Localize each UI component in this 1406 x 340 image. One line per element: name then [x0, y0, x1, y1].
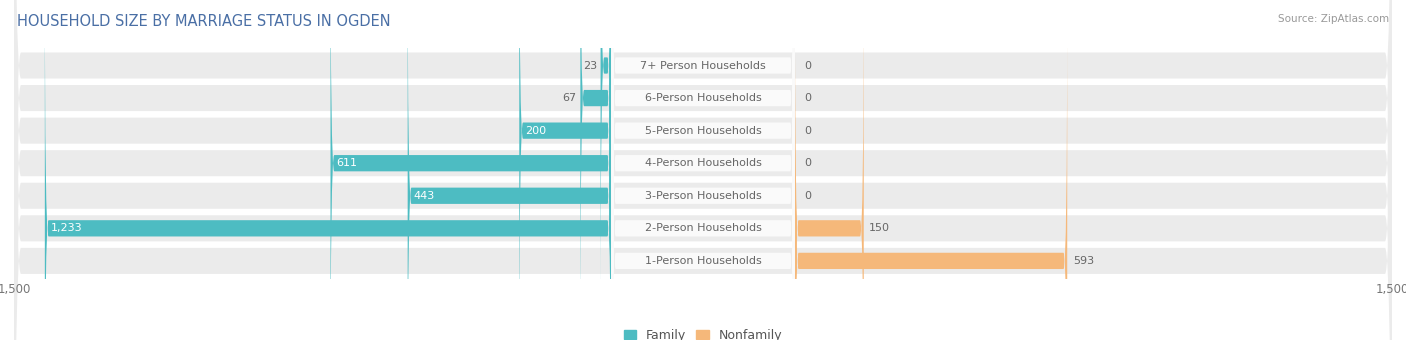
FancyBboxPatch shape: [612, 0, 794, 340]
FancyBboxPatch shape: [14, 0, 1392, 340]
Text: 150: 150: [869, 223, 890, 233]
Text: HOUSEHOLD SIZE BY MARRIAGE STATUS IN OGDEN: HOUSEHOLD SIZE BY MARRIAGE STATUS IN OGD…: [17, 14, 391, 29]
Text: 0: 0: [804, 61, 811, 70]
Text: 2-Person Households: 2-Person Households: [644, 223, 762, 233]
FancyBboxPatch shape: [612, 0, 794, 340]
Text: 67: 67: [562, 93, 576, 103]
Text: 1-Person Households: 1-Person Households: [644, 256, 762, 266]
FancyBboxPatch shape: [612, 0, 794, 340]
Text: 1,233: 1,233: [51, 223, 82, 233]
FancyBboxPatch shape: [14, 0, 1392, 340]
FancyBboxPatch shape: [600, 0, 612, 318]
Text: 5-Person Households: 5-Person Households: [644, 126, 762, 136]
FancyBboxPatch shape: [794, 0, 863, 340]
FancyBboxPatch shape: [14, 0, 1392, 340]
FancyBboxPatch shape: [14, 0, 1392, 340]
Text: 0: 0: [804, 191, 811, 201]
Text: 6-Person Households: 6-Person Households: [644, 93, 762, 103]
Text: 7+ Person Households: 7+ Person Households: [640, 61, 766, 70]
FancyBboxPatch shape: [581, 0, 612, 340]
FancyBboxPatch shape: [408, 0, 612, 340]
FancyBboxPatch shape: [14, 0, 1392, 340]
FancyBboxPatch shape: [612, 0, 794, 340]
Text: 0: 0: [804, 126, 811, 136]
FancyBboxPatch shape: [330, 0, 612, 340]
FancyBboxPatch shape: [612, 0, 794, 340]
Legend: Family, Nonfamily: Family, Nonfamily: [624, 329, 782, 340]
FancyBboxPatch shape: [45, 0, 612, 340]
FancyBboxPatch shape: [612, 0, 794, 340]
Text: 0: 0: [804, 93, 811, 103]
FancyBboxPatch shape: [794, 8, 1067, 340]
FancyBboxPatch shape: [14, 0, 1392, 340]
Text: Source: ZipAtlas.com: Source: ZipAtlas.com: [1278, 14, 1389, 23]
Text: 4-Person Households: 4-Person Households: [644, 158, 762, 168]
Text: 3-Person Households: 3-Person Households: [644, 191, 762, 201]
FancyBboxPatch shape: [612, 0, 794, 340]
Text: 0: 0: [804, 158, 811, 168]
Text: 23: 23: [582, 61, 598, 70]
Text: 611: 611: [336, 158, 357, 168]
Text: 593: 593: [1073, 256, 1094, 266]
FancyBboxPatch shape: [14, 0, 1392, 340]
Text: 443: 443: [413, 191, 434, 201]
Text: 200: 200: [524, 126, 546, 136]
FancyBboxPatch shape: [519, 0, 612, 340]
